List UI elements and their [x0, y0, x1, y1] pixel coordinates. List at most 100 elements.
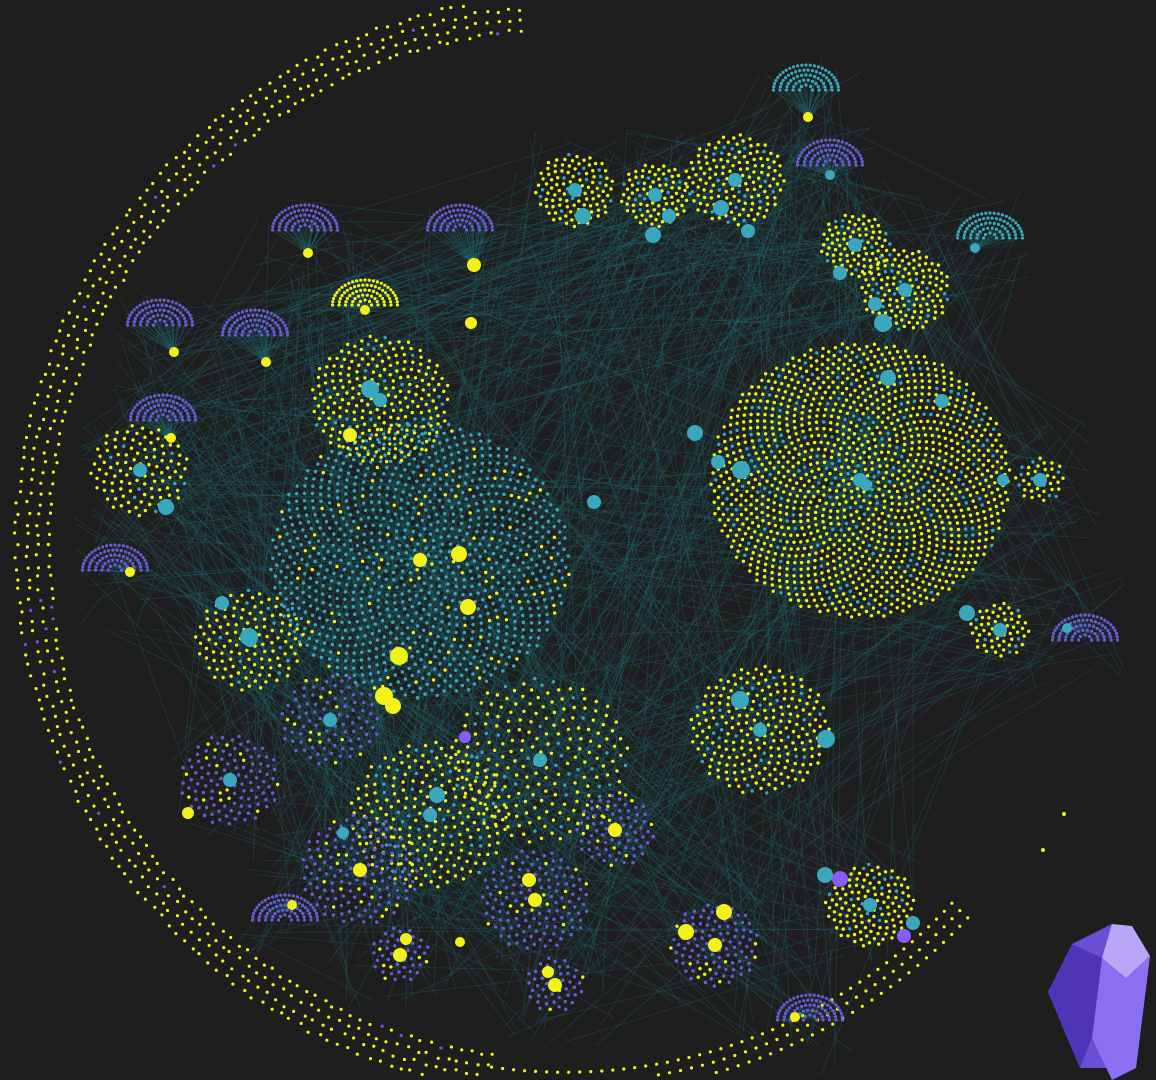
- orphan-note-node[interactable]: [140, 875, 144, 879]
- note-node[interactable]: [870, 467, 874, 471]
- note-node[interactable]: [752, 399, 756, 403]
- note-node[interactable]: [788, 492, 792, 496]
- orphan-note-node[interactable]: [155, 892, 159, 896]
- note-node[interactable]: [876, 360, 880, 364]
- orphan-note-node[interactable]: [556, 1070, 560, 1074]
- orphan-note-node[interactable]: [299, 87, 303, 91]
- orphan-note-node[interactable]: [790, 1043, 794, 1047]
- note-node[interactable]: [351, 605, 355, 609]
- orphan-note-node[interactable]: [206, 932, 210, 936]
- note-node[interactable]: [903, 522, 907, 527]
- note-node[interactable]: [408, 450, 412, 454]
- note-node[interactable]: [546, 519, 550, 524]
- note-node[interactable]: [755, 425, 760, 430]
- orphan-note-node[interactable]: [147, 868, 151, 872]
- note-node[interactable]: [943, 436, 947, 440]
- note-node[interactable]: [944, 476, 949, 480]
- note-node[interactable]: [886, 416, 890, 420]
- note-node[interactable]: [346, 471, 351, 475]
- orphan-note-node[interactable]: [860, 1004, 864, 1008]
- orphan-note-node[interactable]: [368, 1057, 373, 1061]
- note-node[interactable]: [391, 570, 396, 575]
- orphan-note-node[interactable]: [167, 924, 171, 928]
- note-node[interactable]: [359, 596, 363, 601]
- note-node[interactable]: [897, 469, 901, 473]
- note-node[interactable]: [957, 379, 961, 384]
- orphan-note-node[interactable]: [32, 446, 36, 450]
- note-node[interactable]: [888, 565, 892, 570]
- note-node[interactable]: [284, 575, 288, 580]
- note-node[interactable]: [807, 580, 811, 584]
- note-node[interactable]: [414, 611, 418, 615]
- note-node[interactable]: [384, 577, 388, 581]
- note-node[interactable]: [535, 494, 539, 499]
- note-node[interactable]: [372, 454, 377, 458]
- note-node[interactable]: [916, 452, 920, 457]
- note-node[interactable]: [941, 572, 945, 576]
- note-node[interactable]: [771, 589, 775, 593]
- note-node[interactable]: [963, 394, 968, 399]
- note-node[interactable]: [478, 542, 482, 546]
- note-node[interactable]: [725, 453, 730, 458]
- note-node[interactable]: [938, 442, 942, 446]
- note-node[interactable]: [477, 574, 481, 578]
- note-node[interactable]: [778, 510, 782, 515]
- orphan-note-node[interactable]: [424, 33, 428, 37]
- note-node[interactable]: [876, 610, 881, 614]
- note-node[interactable]: [341, 445, 345, 449]
- note-node[interactable]: [966, 466, 970, 470]
- note-node[interactable]: [867, 446, 872, 451]
- note-node[interactable]: [773, 438, 777, 442]
- note-node[interactable]: [466, 678, 470, 682]
- note-node[interactable]: [739, 493, 743, 498]
- note-node[interactable]: [488, 625, 492, 630]
- orphan-note-node[interactable]: [362, 1043, 366, 1047]
- note-node[interactable]: [944, 509, 948, 513]
- note-node[interactable]: [914, 482, 919, 486]
- orphan-note-node[interactable]: [56, 689, 60, 694]
- note-node[interactable]: [922, 426, 926, 430]
- orphan-note-node[interactable]: [158, 171, 163, 176]
- note-node[interactable]: [536, 606, 540, 610]
- orphan-note-node[interactable]: [124, 270, 128, 274]
- note-node[interactable]: [558, 593, 562, 598]
- orphan-note-node[interactable]: [44, 639, 48, 643]
- note-node[interactable]: [799, 567, 803, 571]
- note-node[interactable]: [836, 580, 840, 584]
- note-node[interactable]: [770, 577, 774, 581]
- note-node[interactable]: [862, 461, 866, 465]
- note-node[interactable]: [750, 405, 754, 410]
- note-node[interactable]: [788, 478, 792, 482]
- note-node[interactable]: [479, 621, 483, 625]
- note-node[interactable]: [758, 399, 763, 403]
- note-node[interactable]: [438, 441, 442, 445]
- orphan-note-node[interactable]: [58, 760, 62, 764]
- note-node[interactable]: [846, 367, 851, 371]
- note-node[interactable]: [483, 549, 487, 553]
- note-node[interactable]: [786, 469, 790, 473]
- note-node[interactable]: [417, 576, 421, 580]
- note-node[interactable]: [863, 365, 867, 370]
- orphan-note-node[interactable]: [240, 99, 244, 103]
- note-node[interactable]: [556, 586, 560, 590]
- note-node[interactable]: [806, 512, 810, 516]
- note-node[interactable]: [560, 558, 564, 563]
- note-node[interactable]: [871, 564, 876, 568]
- note-node[interactable]: [521, 613, 525, 618]
- orphan-note-node[interactable]: [508, 19, 512, 24]
- note-node[interactable]: [869, 377, 873, 381]
- orphan-note-node[interactable]: [310, 93, 315, 97]
- note-node[interactable]: [815, 359, 819, 363]
- orphan-note-node[interactable]: [771, 1028, 775, 1032]
- note-node[interactable]: [796, 380, 800, 384]
- note-node[interactable]: [485, 522, 489, 526]
- note-node[interactable]: [328, 501, 332, 505]
- orphan-note-node[interactable]: [165, 163, 169, 167]
- note-node[interactable]: [786, 460, 790, 464]
- note-node[interactable]: [849, 382, 854, 386]
- note-node[interactable]: [940, 586, 945, 590]
- note-node[interactable]: [933, 525, 938, 529]
- note-node[interactable]: [756, 524, 761, 528]
- note-node[interactable]: [378, 612, 382, 616]
